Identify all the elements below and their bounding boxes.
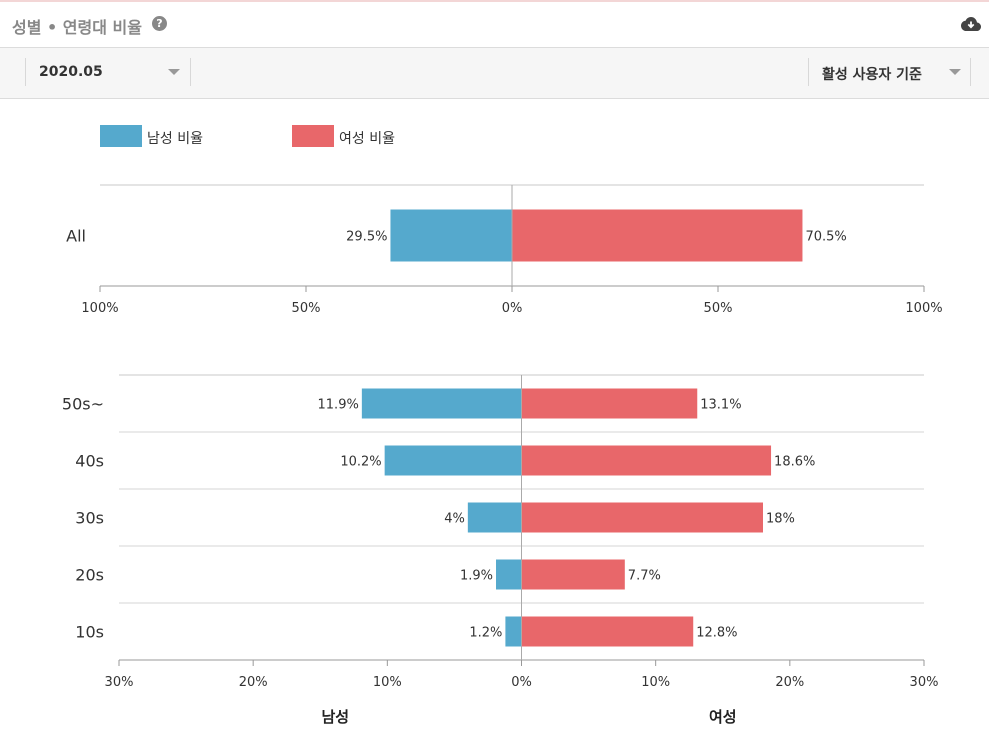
x-tick-label: 50%: [292, 301, 321, 316]
bar-female: [521, 559, 625, 590]
filter-toolbar: 2020.05 활성 사용자 기준: [0, 48, 989, 99]
bar-female: [521, 502, 763, 533]
data-label-male: 29.5%: [346, 230, 387, 245]
legend-label-female: 여성 비율: [339, 131, 395, 147]
data-label-male: 4%: [444, 512, 465, 527]
category-label: 50s~: [62, 395, 104, 414]
bar-female: [521, 388, 698, 419]
bar-female: [512, 209, 803, 262]
bar-male: [361, 388, 522, 419]
question-circle-icon[interactable]: ?: [152, 16, 167, 31]
legend-label-male: 남성 비율: [147, 131, 203, 147]
chevron-down-icon: [168, 69, 180, 75]
bar-female: [521, 616, 694, 647]
x-tick-label: 100%: [81, 301, 118, 316]
bar-female: [521, 445, 772, 476]
legend-swatch-male: [100, 125, 142, 147]
panel-header: 성별 • 연령대 비율 ?: [0, 2, 989, 48]
x-tick-label: 100%: [905, 301, 942, 316]
bar-male: [467, 502, 522, 533]
category-label: 20s: [75, 566, 104, 585]
data-label-female: 13.1%: [700, 398, 741, 413]
category-label: All: [66, 227, 86, 246]
period-value: 2020.05: [39, 64, 103, 80]
panel-title: 성별 • 연령대 비율: [12, 18, 142, 37]
basis-dropdown[interactable]: 활성 사용자 기준: [808, 58, 971, 86]
bar-male: [505, 616, 522, 647]
category-label: 10s: [75, 623, 104, 642]
data-label-female: 18.6%: [774, 455, 815, 470]
bar-male: [496, 559, 522, 590]
x-tick-label: 30%: [105, 675, 134, 690]
x-tick-label: 20%: [239, 675, 268, 690]
data-label-male: 11.9%: [318, 398, 359, 413]
data-label-female: 12.8%: [696, 626, 737, 641]
x-tick-label: 0%: [502, 301, 523, 316]
x-tick-label: 10%: [373, 675, 402, 690]
x-tick-label: 50%: [704, 301, 733, 316]
x-axis-label-male: 남성: [321, 708, 349, 726]
period-dropdown[interactable]: 2020.05: [25, 58, 191, 86]
category-label: 30s: [75, 509, 104, 528]
bar-male: [384, 445, 522, 476]
data-label-female: 7.7%: [628, 569, 661, 584]
cloud-download-icon[interactable]: [961, 16, 981, 36]
chevron-down-icon: [949, 69, 961, 75]
basis-value: 활성 사용자 기준: [822, 67, 922, 83]
data-label-male: 10.2%: [340, 455, 381, 470]
x-tick-label: 10%: [641, 675, 670, 690]
data-label-female: 18%: [766, 512, 795, 527]
data-label-male: 1.2%: [469, 626, 502, 641]
data-label-male: 1.9%: [460, 569, 493, 584]
x-axis-label-female: 여성: [709, 708, 737, 726]
bar-male: [390, 209, 512, 262]
legend-swatch-female: [292, 125, 334, 147]
top-accent-line: [0, 0, 989, 2]
data-label-female: 70.5%: [805, 230, 846, 245]
x-tick-label: 20%: [775, 675, 804, 690]
category-label: 40s: [75, 452, 104, 471]
x-tick-label: 30%: [910, 675, 939, 690]
x-tick-label: 0%: [511, 675, 532, 690]
